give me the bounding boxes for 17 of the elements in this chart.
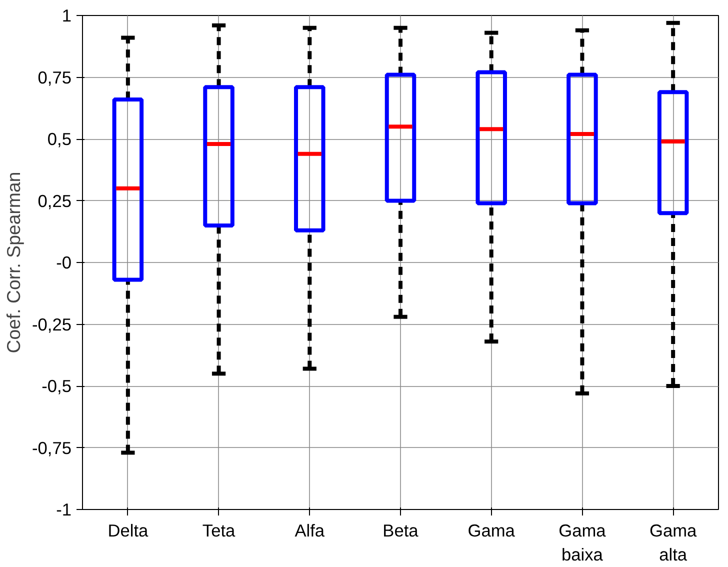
y-tick-label: -0,5 [42, 376, 72, 396]
x-tick-label: Gama baixa [558, 520, 606, 564]
y-axis-title: Coef. Corr. Spearman [3, 172, 24, 354]
y-tick-label: -1 [56, 500, 72, 520]
x-tick-label: Gama [468, 520, 516, 540]
y-tick-label: 0,25 [38, 190, 72, 211]
y-tick-label: 1 [62, 6, 72, 26]
y-tick-label: -0,25 [32, 314, 72, 334]
y-tick-label: 0,75 [38, 67, 72, 88]
y-tick-label: -0,75 [32, 438, 72, 458]
x-tick-label: Delta [108, 520, 149, 540]
y-tick-label: -0 [56, 252, 72, 272]
x-tick-label: Gama alta [649, 520, 698, 564]
x-tick-label: Beta [382, 520, 419, 540]
y-tick-label: 0,5 [47, 129, 72, 149]
x-tick-label: Alfa [294, 520, 325, 540]
x-tick-label: Teta [202, 520, 236, 540]
